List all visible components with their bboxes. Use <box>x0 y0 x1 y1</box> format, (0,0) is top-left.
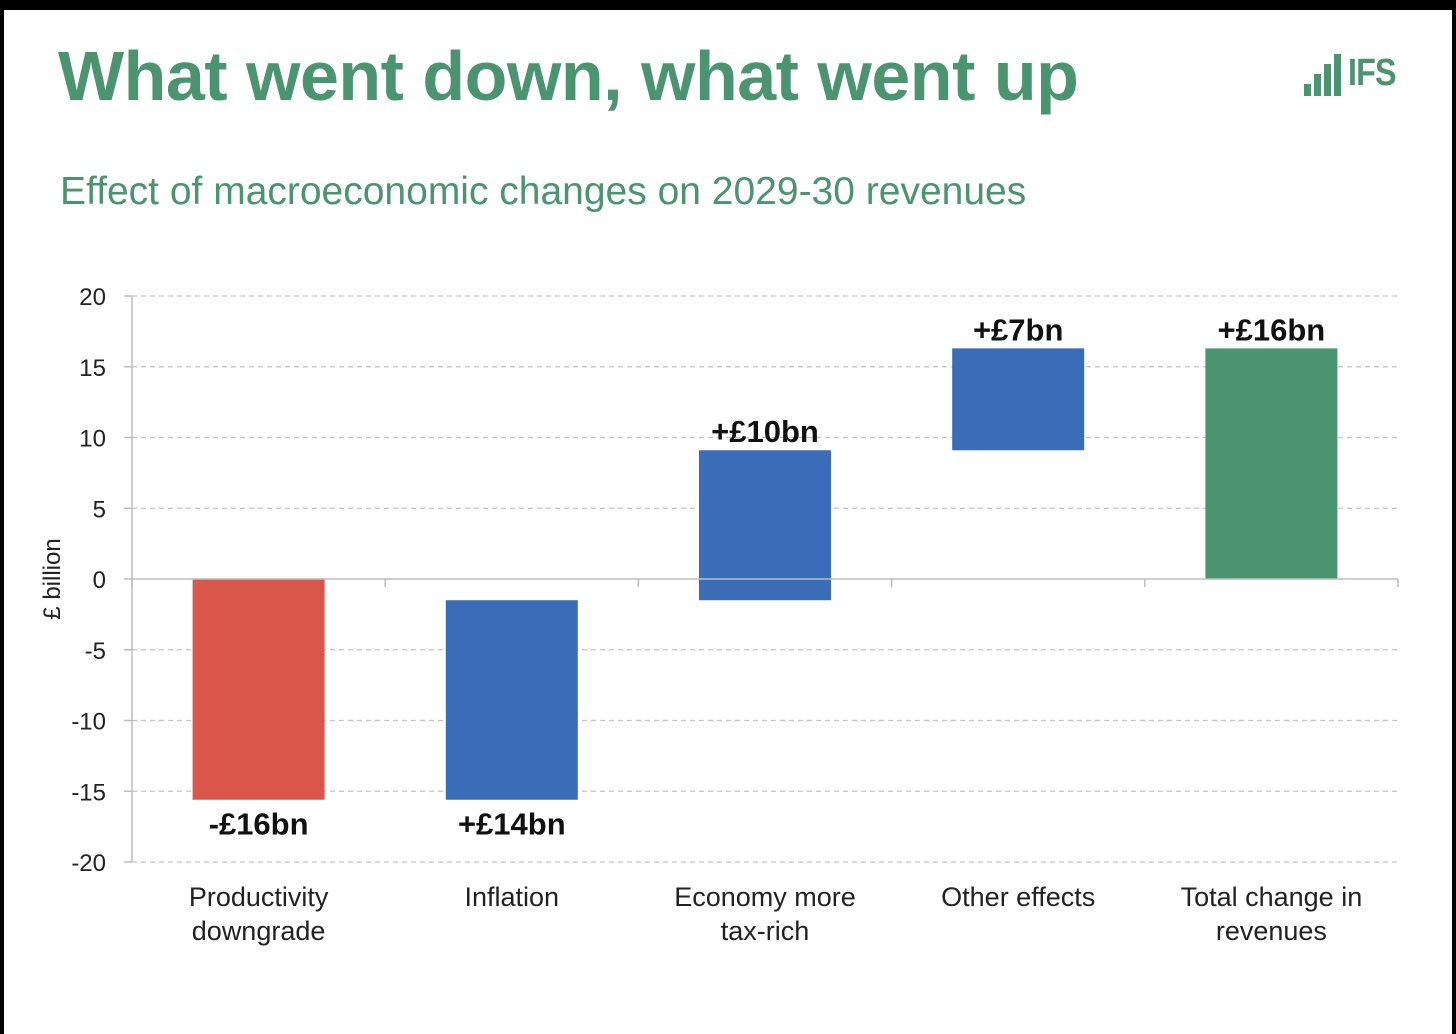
chart-text: 20 15 10 5 0 -5 -10 -15 -20 £ billion -£16bn Produc… <box>39 284 1362 946</box>
y-tick-label: -15 <box>71 779 106 806</box>
bars <box>192 348 1338 800</box>
page-title: What went down, what went up <box>58 37 1079 115</box>
ifs-logo: IFS <box>1300 52 1400 98</box>
bar <box>192 579 325 800</box>
data-label: +£16bn <box>1218 312 1326 347</box>
x-category-label: Productivity <box>189 882 329 912</box>
y-tick-label: 15 <box>79 355 106 382</box>
bar <box>1205 348 1338 579</box>
y-tick-label: 20 <box>79 284 106 311</box>
data-label: +£10bn <box>711 414 819 449</box>
x-category-label: downgrade <box>192 916 326 946</box>
y-tick-label: 10 <box>79 426 106 453</box>
axes <box>124 295 1399 863</box>
y-tick-label: 0 <box>93 567 106 594</box>
data-label: +£7bn <box>973 312 1063 347</box>
gridlines <box>132 295 1398 863</box>
data-label: -£16bn <box>209 807 309 842</box>
data-label: +£14bn <box>458 807 566 842</box>
x-category-label: revenues <box>1216 916 1327 946</box>
y-tick-label: -20 <box>71 850 106 877</box>
x-category-label: Economy more <box>674 882 856 912</box>
y-tick-label: -10 <box>71 709 106 736</box>
bar <box>699 450 831 601</box>
y-tick-label: -5 <box>85 638 106 665</box>
x-category-label: Total change in <box>1181 882 1363 912</box>
bar <box>952 348 1085 451</box>
chart-subtitle: Effect of macroeconomic changes on 2029-… <box>60 170 1027 213</box>
bar <box>445 600 578 800</box>
x-category-label: Inflation <box>465 882 560 912</box>
logo-text: IFS <box>1348 52 1397 94</box>
bar-chart-icon <box>1304 54 1341 96</box>
y-axis-label: £ billion <box>39 538 66 619</box>
x-category-label: tax-rich <box>721 916 810 946</box>
y-tick-label: 5 <box>93 496 106 523</box>
x-category-label: Other effects <box>941 882 1095 912</box>
